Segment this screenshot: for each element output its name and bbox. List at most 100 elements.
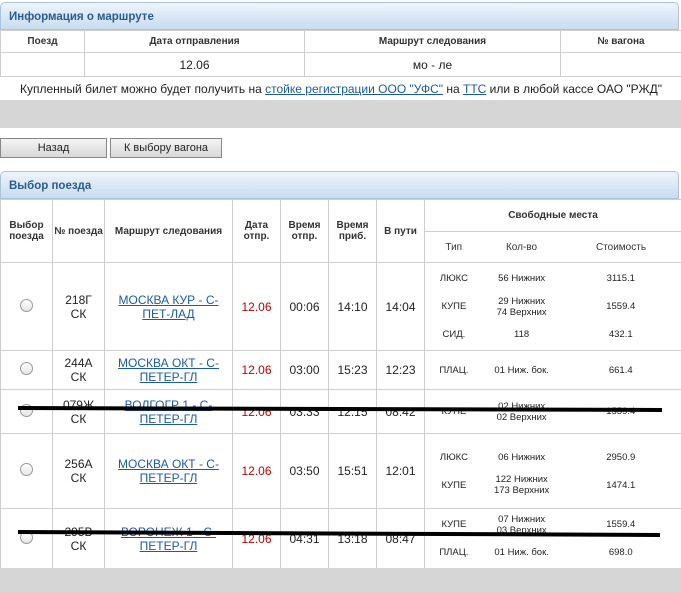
count-line: 56 Нижних — [498, 273, 546, 284]
radio[interactable] — [20, 362, 33, 375]
seat-count: 06 Нижних — [483, 452, 561, 463]
seat-count: 118 — [483, 329, 561, 340]
radio[interactable] — [20, 530, 33, 544]
time: 13:18 — [328, 508, 377, 569]
route-link[interactable]: МОСКВА ОКТ - С-ПЕТЕР-ГЛ — [118, 457, 219, 485]
seats: ЛЮКС 06 Нижних 2950.9 КУПЕ 122 Нижних 173 Вер… — [423, 433, 681, 509]
count-line: 118 — [514, 329, 530, 340]
seat-type: КУПЕ — [441, 519, 467, 530]
train-number: 218Г — [65, 292, 92, 307]
cell: 256А СК — [52, 433, 105, 509]
footer — [0, 568, 681, 593]
note: Купленный билет можно будет получить на … — [1, 77, 681, 101]
column-header: Маршрут следования — [104, 199, 233, 263]
seat-row: ПЛАЦ. 01 Ниж. бок. 698.0 — [425, 539, 681, 567]
seat-count: 122 Нижних 173 Верхних — [483, 474, 561, 496]
time: 15:51 — [328, 433, 377, 509]
train-class: СК — [70, 411, 87, 426]
column-header: Маршрут следования — [304, 30, 561, 53]
text: или в любой кассе ОАО "РЖД" — [486, 81, 662, 96]
seat-type: ЛЮКС — [439, 451, 468, 463]
cell — [0, 433, 53, 509]
cell: 244А СК — [52, 350, 105, 390]
radio[interactable] — [20, 403, 33, 417]
link[interactable]: стойке регистрации ООО "УФС" — [265, 81, 444, 96]
route-link[interactable]: МОСКВА КУР - С-ПЕТ-ЛАД — [118, 292, 219, 321]
seat-type: КУПЕ — [441, 479, 467, 491]
seat-price: 698.0 — [608, 547, 633, 558]
seat-type: ПЛАЦ. — [439, 547, 469, 558]
seat-row: КУПЕ 02 Нижних 02 Верхних 1559.4 — [425, 398, 681, 426]
column-header: Выбор поезда — [0, 199, 53, 263]
count-line: 07 Нижних — [498, 513, 546, 525]
column-header: Поезд — [0, 30, 85, 53]
count-line: 01 Ниж. бок. — [494, 547, 549, 558]
seat-price: 3115.1 — [606, 273, 635, 284]
count-line: 173 Верхних — [493, 485, 550, 496]
column-header: Стоимость — [595, 241, 647, 253]
train-row: 295В СК ВОРОНЕЖ 1 - С-ПЕТЕР-ГЛ 12.06 04:31 13… — [0, 508, 681, 569]
cell — [0, 262, 53, 351]
spacer — [0, 100, 681, 128]
time: 12:15 — [328, 389, 377, 434]
date: 12.06 — [232, 433, 281, 509]
seat-type: СИД. — [442, 329, 466, 340]
column-header: № вагона — [560, 30, 681, 53]
time: 08:42 — [376, 389, 425, 434]
route-link[interactable]: ВОРОНЕЖ 1 - С-ПЕТЕР-ГЛ — [120, 524, 217, 553]
seat-row: ПЛАЦ. 01 Ниж. бок. 661.4 — [425, 356, 681, 384]
seat-count: 29 Нижних 74 Верхних — [483, 296, 561, 318]
time: 12:23 — [376, 350, 425, 390]
seat-row: КУПЕ 29 Нижних 74 Верхних 1559.4 — [425, 293, 681, 321]
seat-type: КУПЕ — [441, 301, 467, 312]
cell: МОСКВА ОКТ - С-ПЕТЕР-ГЛ — [104, 350, 233, 390]
column-header: В пути — [376, 199, 425, 263]
count-line: 01 Ниж. бок. — [494, 364, 549, 376]
column-header: Свободные места — [423, 199, 681, 232]
seat-price: 432.1 — [608, 329, 633, 340]
seat-count: 02 Нижних 02 Верхних — [483, 401, 561, 423]
train-row: 256А СК МОСКВА ОКТ - С-ПЕТЕР-ГЛ 12.06 03:50 1… — [0, 433, 681, 509]
column-header: № поезда — [52, 199, 105, 263]
train-class: СК — [70, 471, 87, 485]
time: 08:47 — [376, 508, 425, 569]
cell: 218Г СК — [52, 262, 105, 351]
time: 15:23 — [328, 350, 377, 390]
radio[interactable] — [20, 298, 33, 312]
button[interactable]: Назад — [0, 138, 107, 158]
cell: 295В СК — [52, 508, 105, 569]
seat-price: 1559.4 — [606, 406, 636, 417]
column-header: Дата отправления — [84, 30, 305, 53]
route-link[interactable]: ВОЛГОГР 1 - С-ПЕТЕР-ГЛ — [124, 397, 213, 426]
seat-price: 2950.9 — [606, 451, 636, 463]
radio[interactable] — [20, 463, 33, 476]
link[interactable]: ТТС — [463, 81, 487, 96]
section-header: Информация о маршруте — [0, 2, 679, 30]
cell: МОСКВА ОКТ - С-ПЕТЕР-ГЛ — [104, 433, 233, 509]
seats: ЛЮКС 56 Нижних 3115.1 КУПЕ 29 Нижних 74 Верхн… — [423, 262, 681, 351]
column-header: Дата отпр. — [232, 199, 281, 263]
column-header: Время приб. — [328, 199, 377, 263]
info-table: Поезд Дата отправления Маршрут следовани… — [0, 30, 681, 101]
seat-type: КУПЕ — [441, 406, 467, 417]
train-number: 079Ж — [62, 397, 95, 412]
cell — [0, 350, 53, 390]
seats: КУПЕ 07 Нижних 03 Верхних 1559.4 ПЛАЦ. 01 Ниж… — [423, 508, 681, 569]
text: Купленный билет можно будет получить на — [20, 81, 266, 96]
time: 14:10 — [328, 262, 377, 351]
date: 12.06 — [232, 350, 281, 390]
time: 03:50 — [280, 433, 329, 509]
seat-row: КУПЕ 122 Нижних 173 Верхних 1474.1 — [425, 471, 681, 499]
cell — [0, 389, 53, 434]
seat-count: 07 Нижних 03 Верхних — [483, 514, 561, 536]
train-row: 244А СК МОСКВА ОКТ - С-ПЕТЕР-ГЛ 12.06 03:00 1… — [0, 350, 681, 390]
date: 12.06 — [232, 508, 281, 569]
date: 12.06 — [232, 389, 281, 434]
cell — [0, 508, 53, 569]
route-link[interactable]: МОСКВА ОКТ - С-ПЕТЕР-ГЛ — [118, 356, 219, 384]
time: 12:01 — [376, 433, 425, 509]
section-header: Выбор поезда — [0, 171, 679, 199]
button[interactable]: К выбору вагона — [110, 138, 222, 158]
train-class: СК — [70, 538, 87, 553]
